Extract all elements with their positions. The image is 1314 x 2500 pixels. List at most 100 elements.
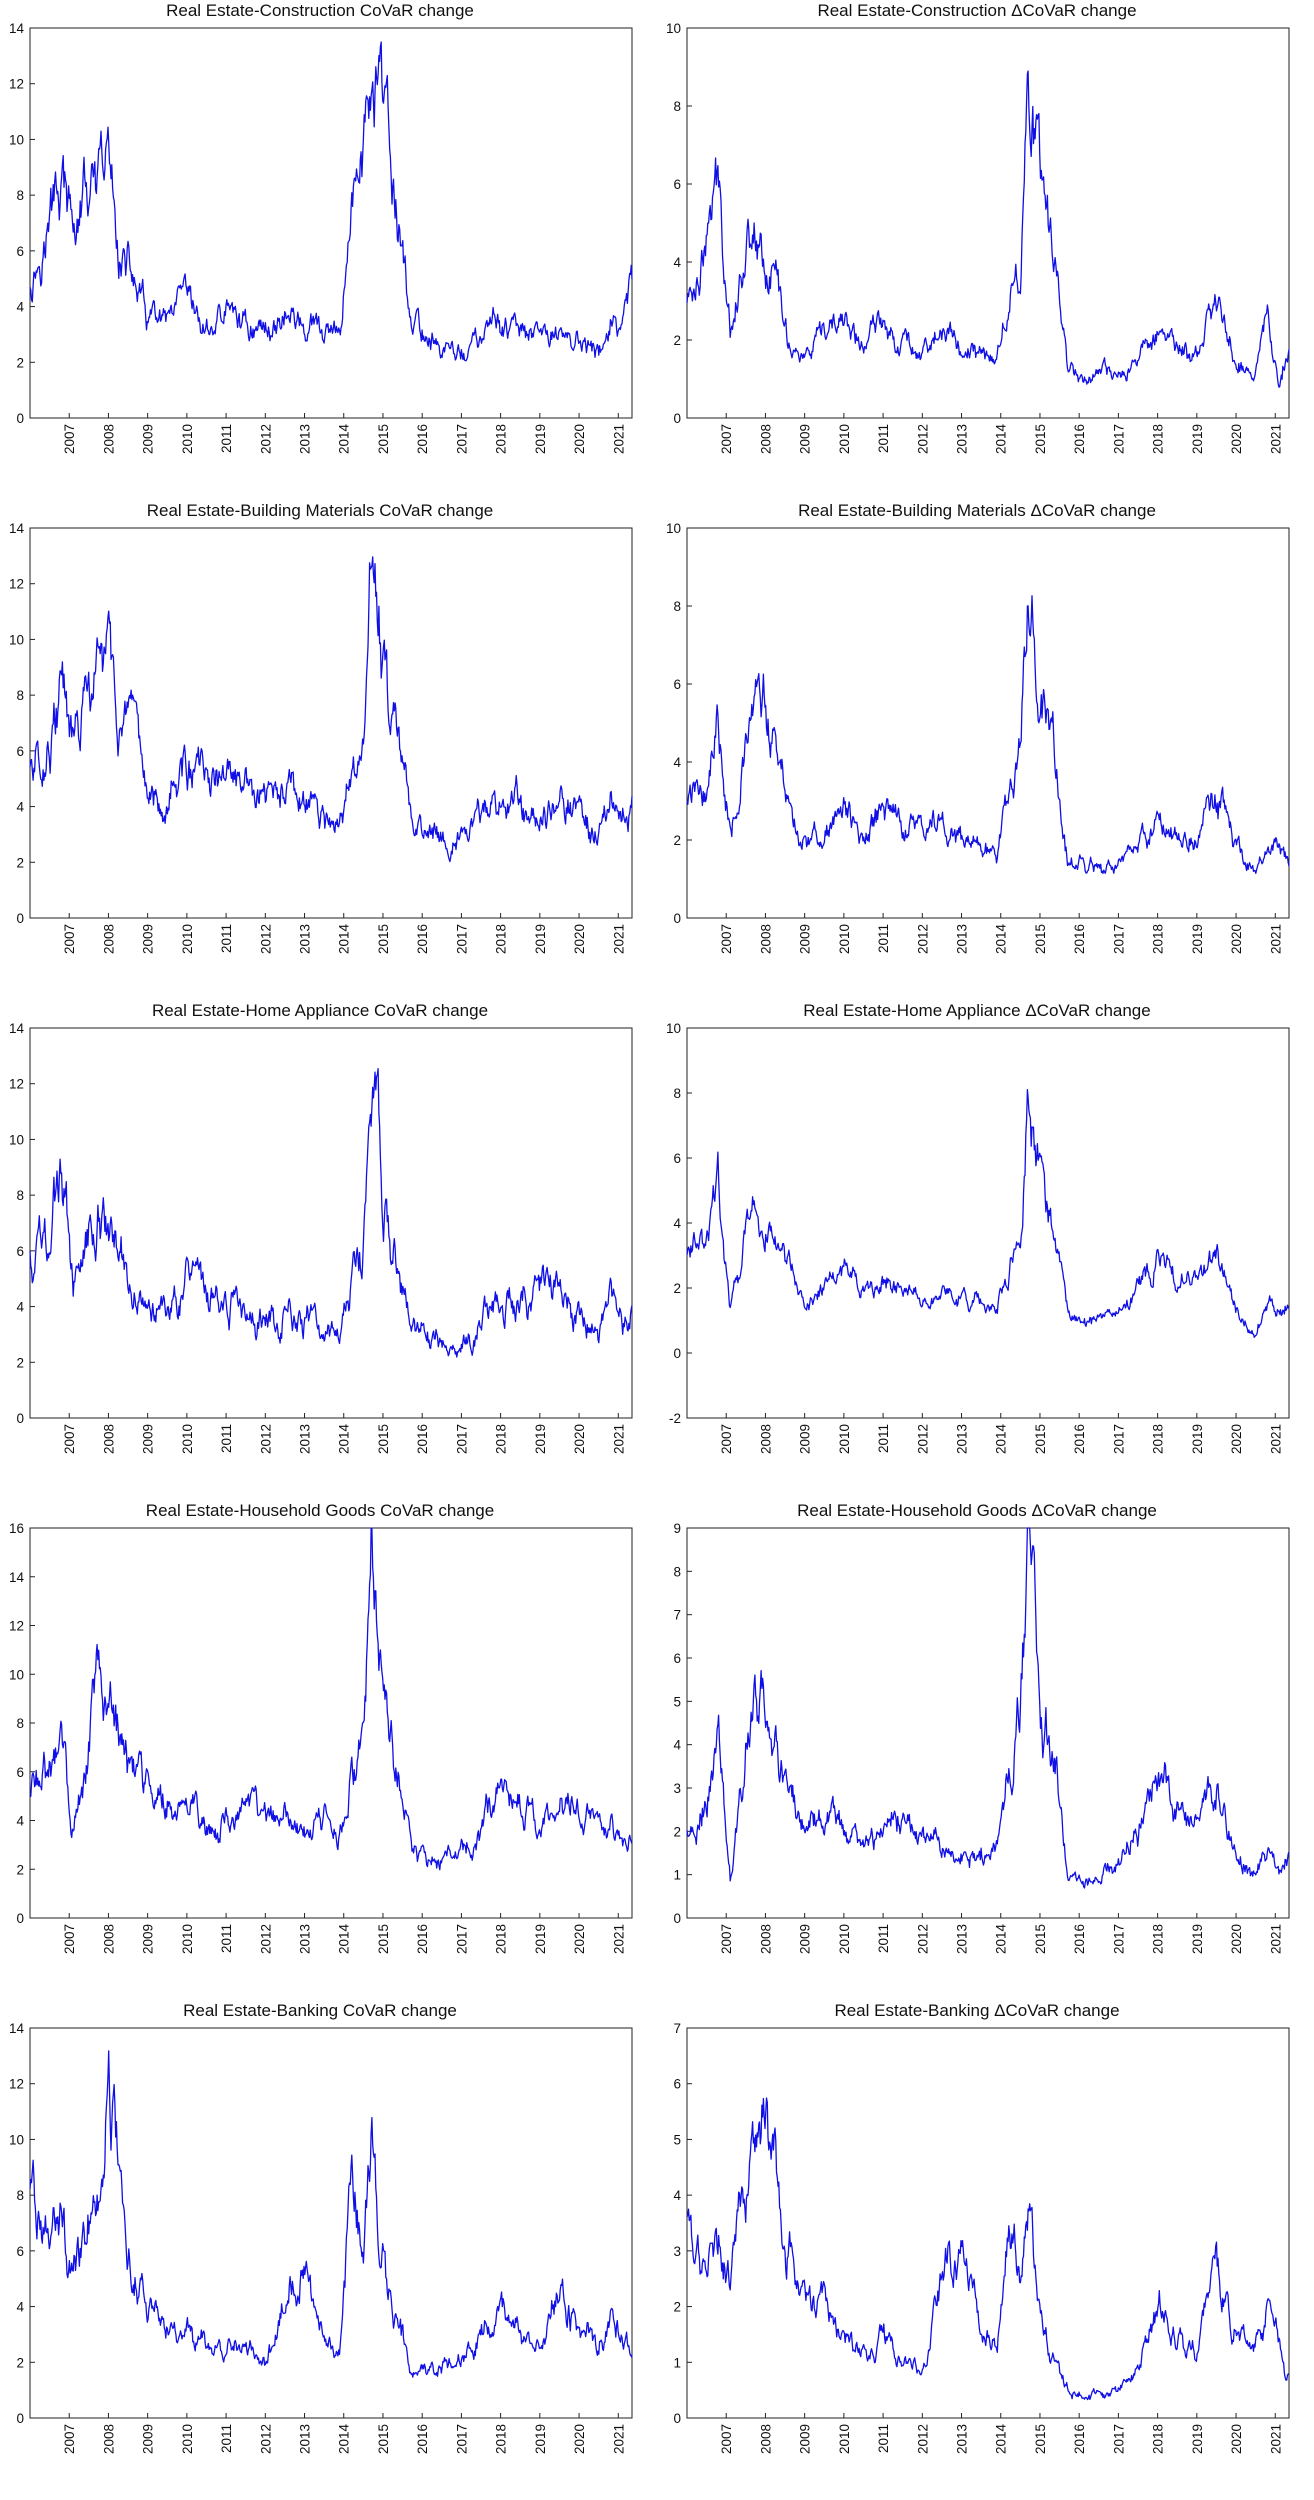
x-tick-label: 2012 bbox=[915, 424, 930, 454]
y-tick-label: 10 bbox=[9, 1132, 24, 1147]
x-tick-label: 2021 bbox=[611, 1924, 626, 1954]
y-tick-label: 3 bbox=[673, 2244, 681, 2259]
y-tick-label: 12 bbox=[9, 2077, 24, 2092]
x-tick-label: 2021 bbox=[1268, 2424, 1283, 2454]
x-tick-label: 2014 bbox=[337, 1924, 352, 1955]
chart-panel-1: Real Estate-Construction CoVaR change 0 2 4… bbox=[0, 0, 657, 500]
y-tick-label: 14 bbox=[9, 2021, 25, 2036]
y-tick-label: 16 bbox=[9, 1521, 24, 1536]
y-tick-label: -2 bbox=[669, 1411, 681, 1426]
x-tick-label: 2008 bbox=[101, 1924, 116, 1954]
chart-title: Real Estate-Household Goods ΔCoVaR chang… bbox=[797, 1501, 1157, 1520]
x-tick-label: 2013 bbox=[298, 924, 313, 954]
x-tick-label: 2009 bbox=[798, 1424, 813, 1454]
y-tick-label: 4 bbox=[16, 2300, 24, 2315]
y-tick-label: 7 bbox=[673, 1608, 681, 1623]
series-line bbox=[686, 1527, 1290, 1889]
x-tick-label: 2007 bbox=[719, 1424, 734, 1454]
x-tick-label: 2018 bbox=[1151, 1924, 1166, 1954]
x-tick-label: 2010 bbox=[837, 424, 852, 454]
x-tick-label: 2008 bbox=[758, 424, 773, 454]
x-tick-label: 2016 bbox=[1072, 2424, 1087, 2454]
y-tick-label: 0 bbox=[673, 2411, 681, 2426]
y-tick-label: 12 bbox=[9, 77, 24, 92]
y-tick-label: 2 bbox=[16, 855, 24, 870]
x-tick-label: 2016 bbox=[415, 1424, 430, 1454]
chart-title: Real Estate-Building Materials ΔCoVaR ch… bbox=[798, 501, 1156, 520]
plot-frame bbox=[686, 1527, 1290, 1919]
plot-frame bbox=[686, 2027, 1290, 2419]
y-tick-label: 0 bbox=[16, 411, 24, 426]
x-tick-label: 2017 bbox=[1111, 424, 1126, 454]
y-tick-label: 0 bbox=[673, 1346, 681, 1361]
y-tick-label: 14 bbox=[9, 521, 25, 536]
x-tick-label: 2012 bbox=[915, 1424, 930, 1454]
chart-svg-10: Real Estate-Banking ΔCoVaR change 0 1 2 3 4 5 6… bbox=[673, 2001, 1290, 2455]
y-tick-label: 6 bbox=[16, 2244, 24, 2259]
x-tick-label: 2019 bbox=[533, 1924, 548, 1954]
chart-svg-8: Real Estate-Household Goods ΔCoVaR chang… bbox=[673, 1501, 1290, 1954]
x-tick-label: 2021 bbox=[1268, 924, 1283, 954]
x-tick-label: 2008 bbox=[101, 2424, 116, 2454]
series-line bbox=[686, 595, 1290, 875]
plot-frame bbox=[29, 527, 633, 919]
x-tick-label: 2019 bbox=[533, 424, 548, 454]
x-tick-label: 2014 bbox=[994, 2424, 1009, 2455]
x-tick-label: 2020 bbox=[572, 2424, 587, 2454]
plot-frame bbox=[686, 27, 1290, 419]
x-tick-label: 2013 bbox=[298, 2424, 313, 2454]
y-tick-label: 14 bbox=[9, 1021, 25, 1036]
x-tick-label: 2019 bbox=[533, 1424, 548, 1454]
x-tick-label: 2013 bbox=[955, 424, 970, 454]
y-tick-label: 1 bbox=[673, 1868, 681, 1883]
x-tick-label: 2020 bbox=[1229, 1924, 1244, 1954]
y-tick-label: 10 bbox=[9, 2132, 24, 2147]
x-tick-label: 2020 bbox=[572, 1424, 587, 1454]
y-tick-label: 8 bbox=[673, 1564, 681, 1579]
x-tick-label: 2019 bbox=[533, 2424, 548, 2454]
x-tick-label: 2011 bbox=[876, 2424, 891, 2453]
x-tick-label: 2012 bbox=[915, 924, 930, 954]
x-tick-label: 2009 bbox=[798, 924, 813, 954]
x-tick-label: 2015 bbox=[1033, 1924, 1048, 1954]
x-tick-label: 2010 bbox=[180, 2424, 195, 2454]
x-tick-label: 2010 bbox=[837, 1424, 852, 1454]
chart-title: Real Estate-Construction CoVaR change bbox=[166, 1, 474, 20]
x-tick-label: 2018 bbox=[1151, 924, 1166, 954]
x-tick-label: 2015 bbox=[1033, 424, 1048, 454]
y-tick-label: 14 bbox=[9, 1570, 25, 1585]
x-tick-label: 2009 bbox=[141, 924, 156, 954]
y-tick-label: 0 bbox=[673, 911, 681, 926]
x-tick-label: 2007 bbox=[62, 2424, 77, 2454]
y-tick-label: 4 bbox=[673, 255, 681, 270]
y-tick-label: 10 bbox=[666, 21, 681, 36]
x-tick-label: 2010 bbox=[837, 2424, 852, 2454]
x-tick-label: 2013 bbox=[955, 2424, 970, 2454]
y-tick-label: 9 bbox=[673, 1521, 681, 1536]
y-tick-label: 6 bbox=[673, 177, 681, 192]
x-tick-label: 2012 bbox=[258, 2424, 273, 2454]
chart-svg-2: Real Estate-Construction ΔCoVaR change 0 2… bbox=[666, 1, 1290, 454]
chart-svg-1: Real Estate-Construction CoVaR change 0 2 4… bbox=[9, 1, 633, 454]
x-tick-label: 2007 bbox=[719, 924, 734, 954]
x-tick-label: 2017 bbox=[454, 2424, 469, 2454]
x-tick-label: 2020 bbox=[572, 1924, 587, 1954]
plot-frame bbox=[29, 27, 633, 419]
x-tick-label: 2012 bbox=[915, 1924, 930, 1954]
y-tick-label: 10 bbox=[666, 521, 681, 536]
x-tick-label: 2021 bbox=[1268, 1924, 1283, 1954]
chart-panel-7: Real Estate-Household Goods CoVaR change… bbox=[0, 1500, 657, 2000]
x-tick-label: 2018 bbox=[494, 2424, 509, 2454]
y-tick-label: 6 bbox=[673, 677, 681, 692]
x-tick-label: 2010 bbox=[837, 1924, 852, 1954]
x-tick-label: 2008 bbox=[758, 2424, 773, 2454]
y-tick-label: 2 bbox=[673, 1824, 681, 1839]
x-tick-label: 2016 bbox=[1072, 924, 1087, 954]
y-tick-label: 8 bbox=[16, 1716, 24, 1731]
x-tick-label: 2007 bbox=[62, 924, 77, 954]
series-line bbox=[29, 1067, 633, 1358]
y-tick-label: 0 bbox=[16, 1911, 24, 1926]
chart-panel-4: Real Estate-Building Materials ΔCoVaR ch… bbox=[657, 500, 1314, 1000]
x-tick-label: 2007 bbox=[62, 1924, 77, 1954]
y-tick-label: 6 bbox=[673, 2077, 681, 2092]
